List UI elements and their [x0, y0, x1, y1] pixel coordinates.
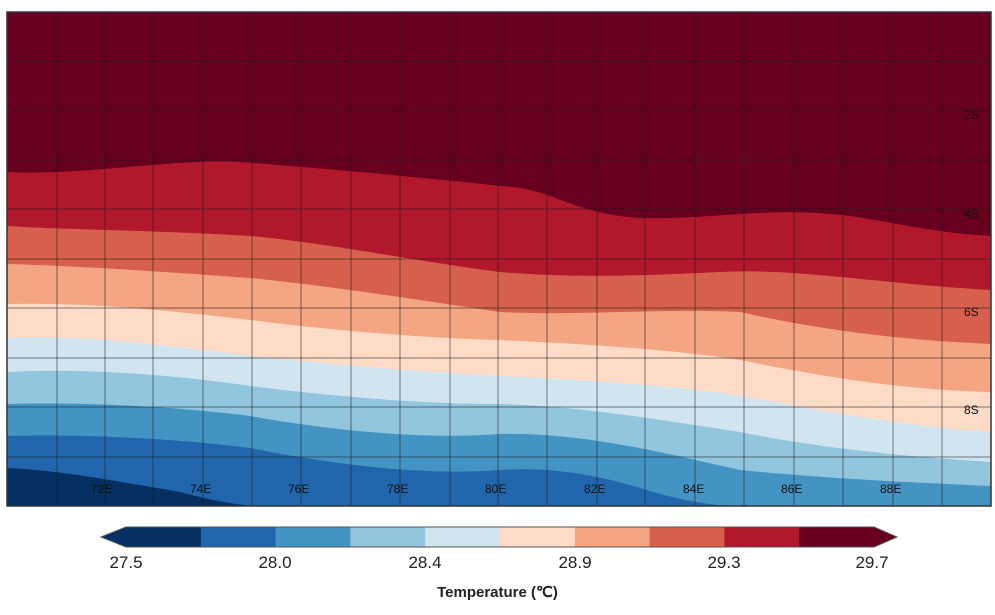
lon-label-78e: 78E: [387, 482, 408, 496]
colorbar-tick-label: 28.0: [258, 553, 292, 572]
colorbar-tick-label: 29.3: [707, 553, 741, 572]
colorbar-tick-label: 29.7: [855, 553, 889, 572]
colorbar-outline: [99, 526, 899, 548]
lon-label-82e: 82E: [584, 482, 605, 496]
lon-label-76e: 76E: [288, 482, 309, 496]
band-below-27-7: [7, 468, 260, 506]
colorbar-min-extend-arrow: [101, 527, 126, 547]
lon-label-84e: 84E: [683, 482, 704, 496]
colorbar: [99, 526, 899, 548]
lat-label-8s: 8S: [964, 403, 979, 417]
colorbar-tick-label: 28.9: [558, 553, 592, 572]
colorbar-tick-label: 28.4: [408, 553, 442, 572]
colorbar-swatch: [724, 527, 800, 547]
lon-label-72e: 72E: [91, 482, 112, 496]
colorbar-swatch: [126, 527, 202, 547]
map-frame: [6, 11, 992, 507]
lat-label-6s: 6S: [964, 305, 979, 319]
lon-label-88e: 88E: [880, 482, 901, 496]
colorbar-swatch: [574, 527, 651, 547]
lat-label-4s: 4S: [964, 207, 979, 221]
colorbar-swatch: [649, 527, 725, 547]
lat-label-2s: 2S: [964, 108, 979, 122]
colorbar-swatch: [350, 527, 426, 547]
lon-label-80e: 80E: [485, 482, 506, 496]
colorbar-title: Temperature (℃): [437, 584, 558, 601]
colorbar-swatch: [200, 527, 277, 547]
graticule: [7, 12, 991, 506]
colorbar-max-extend-arrow: [874, 527, 897, 547]
band-27-7-to-28-0: [7, 435, 740, 506]
colorbar-swatches: [126, 527, 875, 547]
colorbar-swatch: [500, 527, 576, 547]
colorbar-swatch: [799, 527, 875, 547]
lon-label-74e: 74E: [190, 482, 211, 496]
lon-label-86e: 86E: [781, 482, 802, 496]
colorbar-swatch: [275, 527, 351, 547]
colorbar-swatch: [425, 527, 501, 547]
colorbar-tick-label: 27.5: [109, 553, 143, 572]
